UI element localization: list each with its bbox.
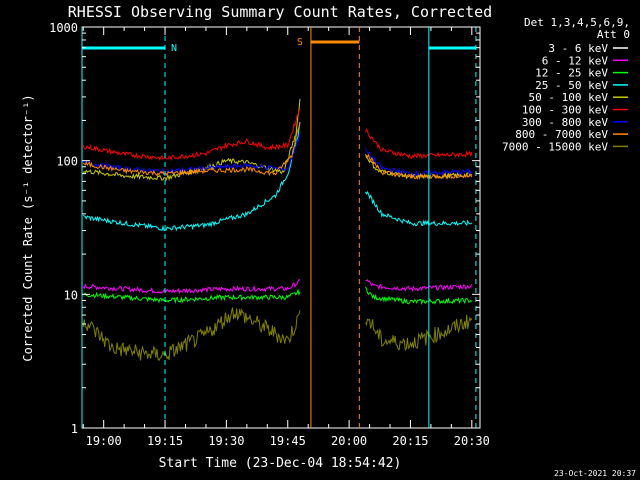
- series-line-7: [82, 133, 473, 177]
- x-tick-label-2: 19:15: [147, 434, 183, 448]
- series-line-6: [82, 108, 473, 162]
- legend-label-2: 6 - 12 keV: [542, 54, 609, 67]
- x-tick-label-4: 19:45: [270, 434, 306, 448]
- x-tick-label-3: 19:30: [208, 434, 244, 448]
- legend-label-4: 25 - 50 keV: [535, 79, 608, 92]
- chart-title: RHESSI Observing Summary Count Rates, Co…: [68, 3, 492, 21]
- series-line-1: [103, 330, 473, 422]
- series-line-3: [83, 286, 473, 306]
- x-tick-label-7: 20:30: [454, 434, 490, 448]
- y-tick-label-1: 1: [71, 422, 78, 436]
- y-tick-label-4: 1000: [49, 21, 78, 35]
- x-tick-label-6: 20:15: [392, 434, 428, 448]
- series-line-9: [82, 307, 473, 362]
- series-line-8: [82, 122, 473, 180]
- night-label: N: [171, 43, 177, 54]
- legend-header-line-1: Det 1,3,4,5,6,9,: [524, 16, 630, 29]
- x-tick-label-1: 19:00: [86, 434, 122, 448]
- y-tick-label-3: 100: [56, 155, 78, 169]
- x-tick-label-5: 20:00: [331, 434, 367, 448]
- y-axis-label: Corrected Count Rate (s⁻¹ detector⁻¹): [21, 94, 35, 361]
- legend-label-1: 3 - 6 keV: [548, 42, 608, 55]
- legend-label-6: 100 - 300 keV: [522, 104, 608, 117]
- saa-label: S: [297, 37, 303, 48]
- series-line-2: [82, 279, 473, 294]
- legend-label-8: 800 - 7000 keV: [515, 128, 608, 141]
- y-tick-label-2: 10: [64, 288, 78, 302]
- plot-marks: N S 1 10 100 1000 19:00 19:15 19:30 19:45 20:00 20:…: [49, 21, 490, 448]
- footer-timestamp: 23-Oct-2021 20:37: [554, 469, 636, 478]
- legend-label-9: 7000 - 15000 keV: [502, 140, 608, 153]
- legend-label-3: 12 - 25 keV: [535, 67, 608, 80]
- legend-header-line-2: Att 0: [597, 28, 630, 41]
- legend-label-5: 50 - 100 keV: [529, 91, 609, 104]
- legend-label-7: 300 - 800 keV: [522, 116, 608, 129]
- x-axis-label: Start Time (23-Dec-04 18:54:42): [159, 456, 402, 471]
- series-line-4: [82, 121, 473, 232]
